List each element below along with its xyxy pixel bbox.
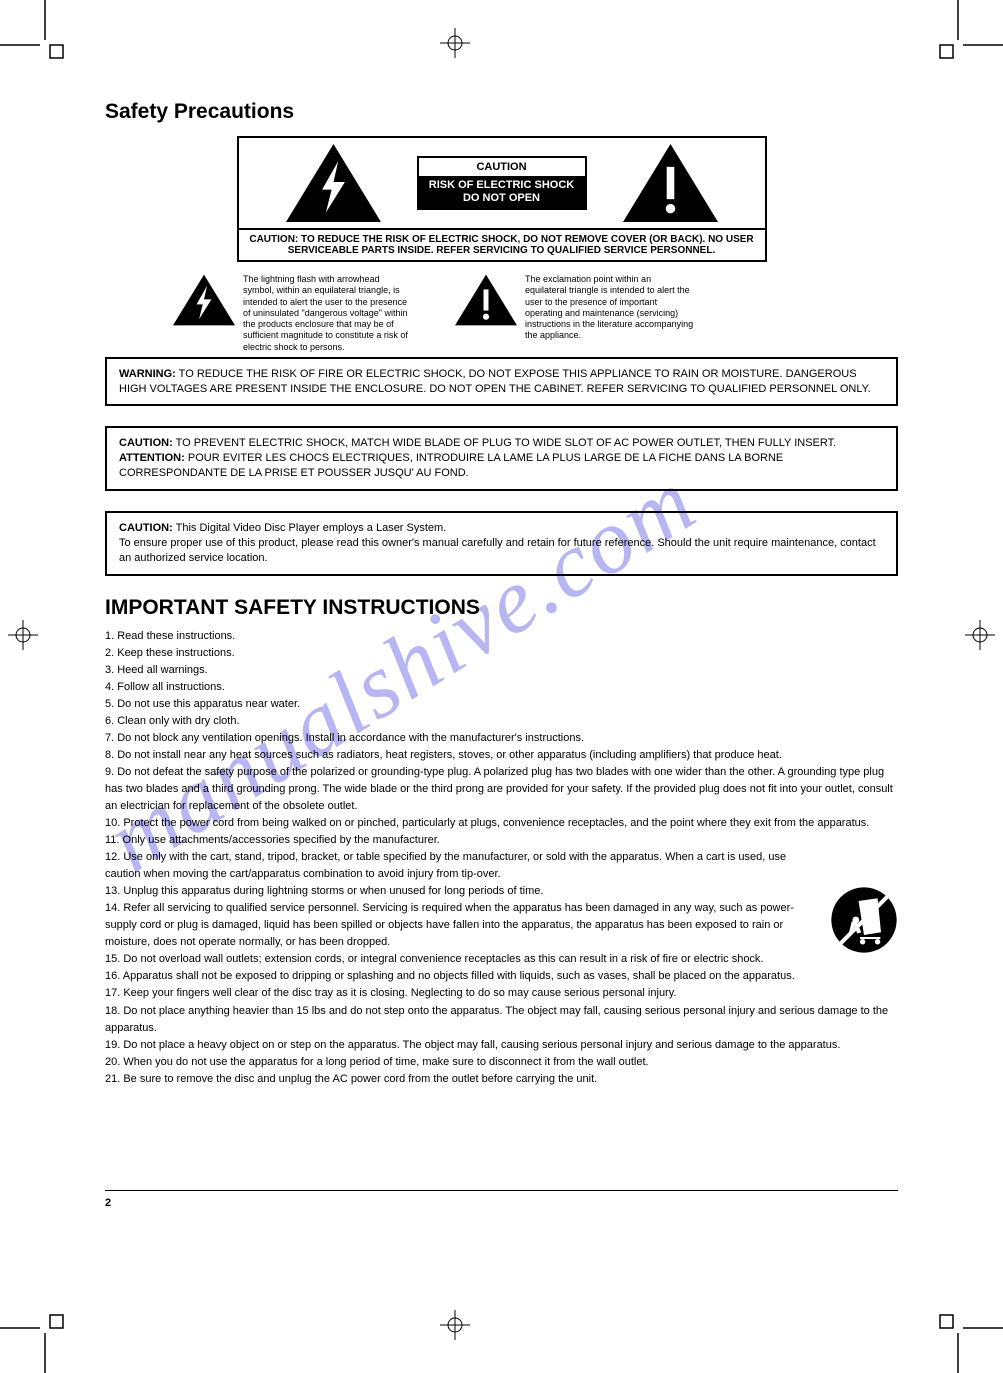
instruction-item: 14. Refer all servicing to qualified ser… [105, 900, 898, 951]
attention-label: ATTENTION: [119, 452, 185, 464]
instructions-list: 1. Read these instructions.2. Keep these… [105, 628, 898, 1088]
instruction-item: 5. Do not use this apparatus near water. [105, 696, 898, 713]
lightning-triangle-small-icon [173, 274, 235, 326]
registration-mark-right [965, 620, 995, 655]
registration-mark-bottom [440, 1310, 470, 1345]
crop-mark-br [933, 1303, 1003, 1373]
caution-panel: CAUTION RISK OF ELECTRIC SHOCK DO NOT OP… [237, 136, 767, 262]
caution-label-2: CAUTION: [119, 437, 173, 449]
caution-manual-text: To ensure proper use of this product, pl… [119, 537, 876, 564]
caution-label-box: CAUTION RISK OF ELECTRIC SHOCK DO NOT OP… [417, 156, 587, 210]
lightning-triangle-icon [286, 144, 381, 222]
registration-mark-top [440, 28, 470, 63]
page-title: Safety Precautions [105, 100, 898, 124]
instruction-item: 15. Do not overload wall outlets; extens… [105, 951, 898, 968]
instruction-item: 16. Apparatus shall not be exposed to dr… [105, 968, 898, 985]
warning-label: WARNING: [119, 368, 176, 380]
triangle-explanations: The lightning flash with arrowhead symbo… [173, 274, 898, 353]
instruction-item: 2. Keep these instructions. [105, 645, 898, 662]
crop-mark-tl [0, 0, 70, 70]
instruction-item: 3. Heed all warnings. [105, 662, 898, 679]
instruction-item: 4. Follow all instructions. [105, 679, 898, 696]
caution-box-3: CAUTION: This Digital Video Disc Player … [105, 511, 898, 576]
instruction-item: 18. Do not place anything heavier than 1… [105, 1003, 898, 1037]
instruction-item: 1. Read these instructions. [105, 628, 898, 645]
caution-text-2: TO PREVENT ELECTRIC SHOCK, MATCH WIDE BL… [173, 437, 836, 449]
instruction-item: 17. Keep your fingers well clear of the … [105, 985, 898, 1002]
warning-text: TO REDUCE THE RISK OF FIRE OR ELECTRIC S… [119, 368, 871, 395]
caution-footer-text: CAUTION: TO REDUCE THE RISK OF ELECTRIC … [239, 230, 765, 260]
instruction-item: 21. Be sure to remove the disc and unplu… [105, 1071, 898, 1088]
crop-mark-bl [0, 1303, 70, 1373]
exclamation-triangle-small-icon [455, 274, 517, 326]
cart-tip-over-icon [830, 886, 898, 954]
caution-laser-text: This Digital Video Disc Player employs a… [173, 522, 446, 534]
instruction-item: 12. Use only with the cart, stand, tripo… [105, 849, 898, 883]
instruction-item: 8. Do not install near any heat sources … [105, 747, 898, 764]
warning-box-1: WARNING: TO REDUCE THE RISK OF FIRE OR E… [105, 357, 898, 407]
caution-box-2: CAUTION: TO PREVENT ELECTRIC SHOCK, MATC… [105, 426, 898, 491]
instruction-item: 7. Do not block any ventilation openings… [105, 730, 898, 747]
page-number: 2 [105, 1190, 898, 1209]
instruction-item: 13. Unplug this apparatus during lightni… [105, 883, 898, 900]
instruction-item: 11. Only use attachments/accessories spe… [105, 832, 898, 849]
important-instructions-title: IMPORTANT SAFETY INSTRUCTIONS [105, 596, 898, 620]
instruction-item: 6. Clean only with dry cloth. [105, 713, 898, 730]
caution-risk: RISK OF ELECTRIC SHOCK DO NOT OPEN [419, 176, 585, 208]
attention-text: POUR EVITER LES CHOCS ELECTRIQUES, INTRO… [119, 452, 783, 479]
instruction-item: 20. When you do not use the apparatus fo… [105, 1054, 898, 1071]
lightning-explanation: The lightning flash with arrowhead symbo… [243, 274, 413, 353]
instruction-item: 19. Do not place a heavy object on or st… [105, 1037, 898, 1054]
exclamation-triangle-icon [623, 144, 718, 222]
page-content: Safety Precautions CAUTION RISK OF ELECT… [105, 100, 898, 1088]
crop-mark-tr [933, 0, 1003, 70]
exclamation-explanation: The exclamation point within an equilate… [525, 274, 695, 342]
registration-mark-left [8, 620, 38, 655]
caution-word: CAUTION [419, 158, 585, 176]
instruction-item: 10. Protect the power cord from being wa… [105, 815, 898, 832]
instruction-item: 9. Do not defeat the safety purpose of t… [105, 764, 898, 815]
caution-label-3: CAUTION: [119, 522, 173, 534]
